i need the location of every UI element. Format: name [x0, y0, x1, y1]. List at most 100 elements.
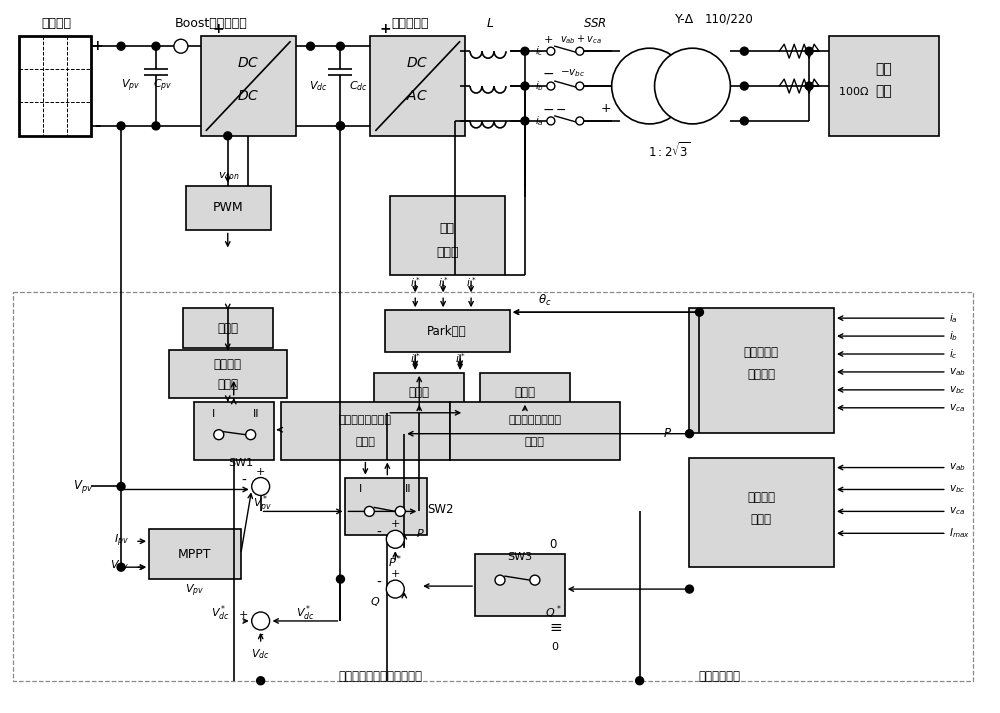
Text: $C_{dc}$: $C_{dc}$: [349, 79, 368, 93]
Circle shape: [740, 82, 748, 90]
Text: Y-Δ: Y-Δ: [675, 13, 694, 26]
Text: 同步锁相: 同步锁相: [747, 369, 775, 381]
Text: 电网: 电网: [876, 84, 892, 98]
Text: SW3: SW3: [507, 552, 533, 563]
Text: -: -: [376, 576, 381, 590]
Circle shape: [364, 506, 374, 516]
Circle shape: [246, 430, 256, 440]
Text: $V_{dc}$: $V_{dc}$: [309, 79, 328, 93]
Text: -: -: [376, 526, 381, 540]
Bar: [201, 36, 296, 136]
Text: I: I: [212, 409, 215, 419]
Bar: [385, 310, 510, 352]
Text: $P$: $P$: [416, 528, 425, 539]
Text: 限幅器: 限幅器: [409, 386, 430, 399]
Circle shape: [547, 47, 555, 55]
Text: 电网故障: 电网故障: [747, 491, 775, 504]
Bar: [169, 350, 287, 398]
Circle shape: [152, 42, 160, 50]
Circle shape: [336, 122, 344, 130]
Text: $P^*$: $P^*$: [388, 554, 403, 570]
Text: $I_{pv}$: $I_{pv}$: [114, 533, 129, 550]
Text: $i_a$: $i_a$: [949, 312, 958, 325]
Bar: [450, 402, 620, 460]
Text: $V_{pv}$: $V_{pv}$: [185, 583, 204, 600]
Text: $AC$: $AC$: [406, 89, 428, 103]
Text: $V_{pv}$: $V_{pv}$: [110, 559, 129, 575]
Text: $i_a^*$: $i_a^*$: [410, 275, 420, 292]
Bar: [281, 402, 450, 460]
Circle shape: [521, 117, 529, 125]
Text: 功率计算与: 功率计算与: [744, 346, 779, 359]
Text: $i_c^*$: $i_c^*$: [466, 275, 476, 292]
Text: -: -: [94, 118, 100, 133]
Circle shape: [521, 47, 529, 55]
Circle shape: [636, 677, 644, 684]
Text: 控制器: 控制器: [217, 379, 238, 391]
Bar: [19, 36, 91, 136]
Text: SW1: SW1: [228, 458, 253, 468]
Text: $i^*_q$: $i^*_q$: [410, 352, 420, 369]
Text: 概率模糊神经网络: 概率模糊神经网络: [508, 415, 561, 425]
Circle shape: [395, 506, 405, 516]
Bar: [370, 36, 465, 136]
Text: $V^*_{dc}$: $V^*_{dc}$: [296, 603, 315, 622]
Circle shape: [685, 430, 693, 438]
Text: $v_{ab}+v_{ca}$: $v_{ab}+v_{ca}$: [560, 33, 602, 46]
Text: $v_{con}$: $v_{con}$: [218, 170, 240, 182]
Text: $1:2\sqrt{3}$: $1:2\sqrt{3}$: [648, 141, 691, 160]
Circle shape: [336, 42, 344, 50]
Text: +: +: [256, 466, 265, 476]
Text: +: +: [239, 610, 248, 620]
Bar: [149, 529, 241, 579]
Text: 比例积分: 比例积分: [214, 359, 242, 371]
Circle shape: [740, 117, 748, 125]
Bar: [374, 373, 464, 413]
Text: $v_{ca}$: $v_{ca}$: [949, 506, 965, 518]
Circle shape: [530, 575, 540, 585]
Text: 限幅器: 限幅器: [514, 386, 535, 399]
Text: Boost升压斩波器: Boost升压斩波器: [174, 17, 247, 30]
Text: 100$\Omega$: 100$\Omega$: [838, 85, 870, 97]
Bar: [13, 292, 973, 681]
Text: $Q$: $Q$: [370, 595, 381, 607]
Text: $i^*_d$: $i^*_d$: [455, 352, 465, 369]
Text: PWM: PWM: [212, 201, 243, 214]
Text: $+$: $+$: [600, 103, 611, 116]
Text: 三相逆变器: 三相逆变器: [392, 17, 429, 30]
Circle shape: [214, 430, 224, 440]
Text: $\equiv$: $\equiv$: [547, 620, 563, 635]
Circle shape: [576, 117, 584, 125]
Bar: [480, 373, 570, 413]
Text: 0: 0: [551, 642, 558, 652]
Bar: [345, 478, 427, 535]
Circle shape: [117, 563, 125, 571]
Circle shape: [336, 122, 344, 130]
Text: $-v_{bc}$: $-v_{bc}$: [560, 67, 585, 79]
Text: -: -: [241, 473, 246, 488]
Circle shape: [117, 483, 125, 491]
Text: 电流: 电流: [440, 222, 455, 235]
Text: $\theta_c$: $\theta_c$: [538, 292, 552, 308]
Circle shape: [495, 575, 505, 585]
Text: 概率模糊神经网络: 概率模糊神经网络: [339, 415, 392, 425]
Circle shape: [612, 48, 687, 124]
Text: 110/220: 110/220: [705, 13, 754, 26]
Text: 光伏阵列: 光伏阵列: [41, 17, 71, 30]
Text: $I_{max}$: $I_{max}$: [949, 526, 970, 540]
Circle shape: [576, 82, 584, 90]
Text: $V_{pv}$: $V_{pv}$: [121, 78, 141, 94]
Text: +: +: [391, 519, 400, 529]
Circle shape: [252, 478, 270, 496]
Bar: [689, 458, 834, 567]
Circle shape: [740, 47, 748, 55]
Circle shape: [547, 117, 555, 125]
Text: $i_a$: $i_a$: [535, 114, 544, 128]
Text: +: +: [91, 39, 103, 53]
Text: II: II: [405, 484, 412, 495]
Text: $+$: $+$: [543, 34, 553, 45]
Text: $DC$: $DC$: [406, 56, 428, 70]
Bar: [829, 36, 939, 136]
Text: 控制器: 控制器: [355, 436, 375, 446]
Text: $V_{pv}$: $V_{pv}$: [73, 478, 93, 495]
